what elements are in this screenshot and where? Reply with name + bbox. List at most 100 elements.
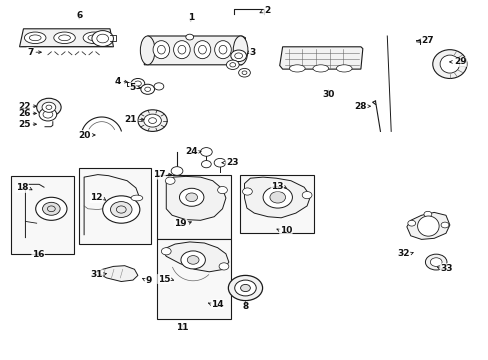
Circle shape <box>39 108 57 121</box>
Text: 9: 9 <box>145 276 152 284</box>
Text: 21: 21 <box>124 115 137 124</box>
Ellipse shape <box>131 195 142 201</box>
Text: 22: 22 <box>18 102 30 111</box>
Bar <box>239 175 313 233</box>
Text: 12: 12 <box>90 194 102 202</box>
Text: 15: 15 <box>157 274 170 284</box>
Ellipse shape <box>214 41 231 59</box>
Bar <box>79 168 150 244</box>
Circle shape <box>37 98 61 116</box>
Circle shape <box>161 248 171 255</box>
Text: 24: 24 <box>185 148 198 156</box>
Ellipse shape <box>140 36 155 65</box>
Text: 30: 30 <box>322 90 334 99</box>
Circle shape <box>42 202 60 215</box>
Ellipse shape <box>312 65 328 72</box>
Text: 28: 28 <box>353 102 366 111</box>
Circle shape <box>185 193 197 202</box>
Ellipse shape <box>173 41 190 59</box>
Text: 33: 33 <box>439 264 452 273</box>
Circle shape <box>242 188 252 195</box>
Text: 17: 17 <box>152 170 165 179</box>
Circle shape <box>217 186 227 194</box>
Circle shape <box>143 114 161 127</box>
Polygon shape <box>20 29 113 47</box>
Circle shape <box>219 263 228 270</box>
Circle shape <box>154 83 163 90</box>
Text: 10: 10 <box>279 226 291 235</box>
Circle shape <box>228 275 262 301</box>
Text: 27: 27 <box>421 36 433 45</box>
Ellipse shape <box>194 41 210 59</box>
Text: 2: 2 <box>264 6 270 15</box>
Polygon shape <box>406 212 449 239</box>
Ellipse shape <box>83 32 104 44</box>
Bar <box>157 239 230 319</box>
Bar <box>11 176 74 254</box>
Circle shape <box>230 50 246 62</box>
Circle shape <box>302 192 311 199</box>
Text: 8: 8 <box>242 302 248 311</box>
Ellipse shape <box>289 65 305 72</box>
Circle shape <box>141 84 154 94</box>
Ellipse shape <box>54 32 75 44</box>
Text: 11: 11 <box>175 323 188 332</box>
Text: 26: 26 <box>18 109 30 118</box>
Circle shape <box>42 102 56 112</box>
Circle shape <box>185 34 193 40</box>
Ellipse shape <box>233 36 247 65</box>
Ellipse shape <box>417 216 438 236</box>
Circle shape <box>165 177 175 184</box>
Circle shape <box>171 167 183 175</box>
Circle shape <box>407 220 415 226</box>
Text: 3: 3 <box>249 48 255 57</box>
Circle shape <box>238 68 250 77</box>
Text: 1: 1 <box>187 13 193 22</box>
Text: 29: 29 <box>453 57 466 66</box>
Circle shape <box>102 196 140 223</box>
Polygon shape <box>98 266 138 282</box>
Circle shape <box>440 222 448 228</box>
Circle shape <box>429 258 441 266</box>
Circle shape <box>179 188 203 206</box>
Circle shape <box>131 78 144 89</box>
Polygon shape <box>279 47 362 69</box>
Text: 7: 7 <box>27 48 33 57</box>
Circle shape <box>214 158 225 167</box>
Ellipse shape <box>336 65 351 72</box>
Circle shape <box>226 60 239 69</box>
Circle shape <box>36 197 67 220</box>
Circle shape <box>92 31 113 46</box>
Text: 20: 20 <box>78 130 90 139</box>
Ellipse shape <box>24 32 46 44</box>
Text: 16: 16 <box>32 251 44 259</box>
Circle shape <box>110 202 132 217</box>
Text: 18: 18 <box>16 184 28 192</box>
Text: 4: 4 <box>115 77 121 85</box>
Circle shape <box>263 186 292 208</box>
Text: 32: 32 <box>396 249 409 258</box>
Ellipse shape <box>153 41 169 59</box>
Circle shape <box>181 251 205 269</box>
Polygon shape <box>244 177 310 218</box>
Circle shape <box>423 211 431 217</box>
Text: 13: 13 <box>270 182 283 191</box>
Polygon shape <box>162 242 228 272</box>
Text: 6: 6 <box>76 10 82 19</box>
Circle shape <box>200 148 212 156</box>
Circle shape <box>138 110 167 131</box>
Text: 31: 31 <box>90 270 102 279</box>
Ellipse shape <box>439 55 459 73</box>
Polygon shape <box>144 36 245 65</box>
Bar <box>157 175 230 239</box>
Circle shape <box>240 284 250 292</box>
Text: 23: 23 <box>225 158 238 167</box>
Text: 5: 5 <box>129 83 136 91</box>
Circle shape <box>425 254 446 270</box>
Circle shape <box>234 280 256 296</box>
Circle shape <box>201 161 211 168</box>
Polygon shape <box>166 176 225 220</box>
Circle shape <box>187 256 199 264</box>
Text: 25: 25 <box>18 120 30 129</box>
Ellipse shape <box>432 50 466 78</box>
